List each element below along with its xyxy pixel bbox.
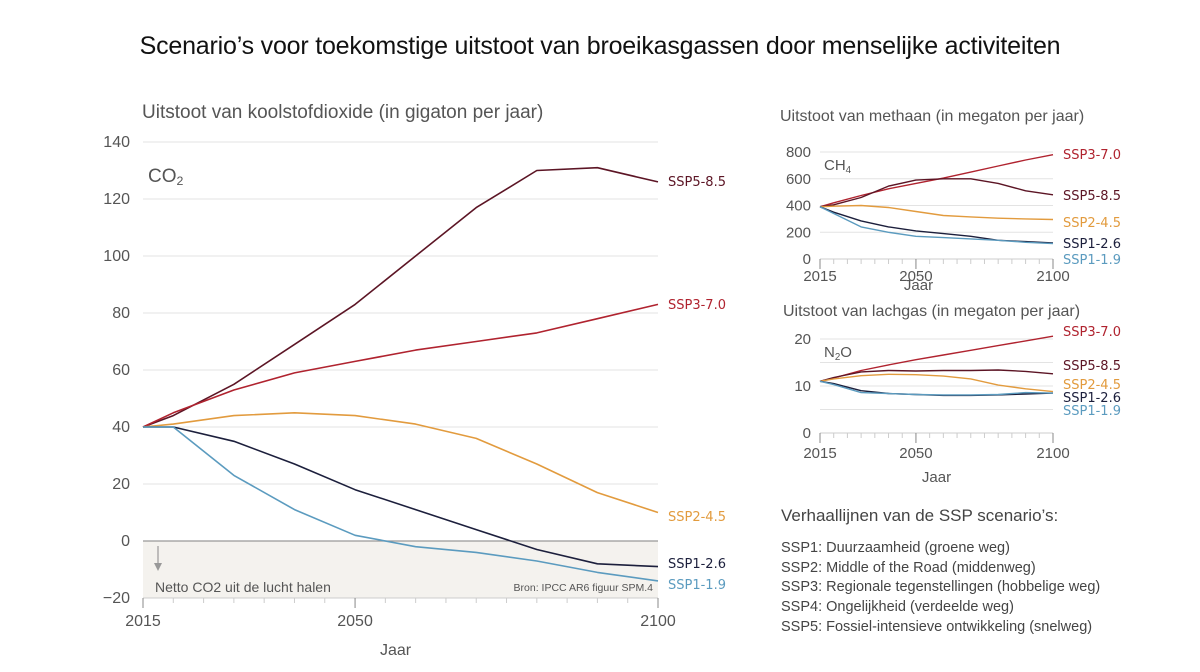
series-label-ssp1-2-6: SSP1-2.6	[1063, 391, 1121, 406]
co2-chart: Uitstoot van koolstofdioxide (in gigaton…	[103, 102, 726, 659]
x-tick-label: 2050	[337, 613, 373, 630]
y-tick-label: −20	[103, 590, 130, 607]
series-line-ssp5-8-5	[819, 178, 1054, 208]
series-line-ssp2-4-5	[819, 373, 1054, 393]
series-line-ssp2-4-5	[142, 411, 659, 514]
gas-label: CO2	[148, 166, 184, 188]
series-line-ssp3-7-0	[819, 154, 1054, 208]
y-tick-label: 800	[786, 144, 811, 161]
series-label-ssp1-1-9: SSP1-1.9	[1063, 253, 1121, 268]
y-tick-label: 0	[803, 425, 811, 442]
series-line-ssp1-2-6	[143, 426, 659, 568]
storylines-title: Verhaallijnen van de SSP scenario’s:	[781, 506, 1059, 525]
x-tick-label: 2015	[125, 613, 161, 630]
storyline-ssp3: SSP3: Regionale tegenstellingen (hobbeli…	[781, 579, 1101, 596]
y-tick-label: 20	[794, 331, 811, 348]
gas-label-subscript: 2	[835, 352, 840, 363]
x-tick-label: 2100	[1036, 268, 1069, 285]
y-tick-label: 20	[112, 476, 130, 493]
y-tick-label: 600	[786, 171, 811, 188]
ch4-chart-title: Uitstoot van methaan (in megaton per jaa…	[780, 108, 1084, 125]
y-tick-label: 60	[112, 362, 130, 379]
n2o-chart: Uitstoot van lachgas (in megaton per jaa…	[783, 303, 1121, 486]
gas-label-subscript: 2	[177, 174, 184, 188]
y-tick-label: 140	[103, 134, 130, 151]
series-label-ssp1-2-6: SSP1-2.6	[1063, 237, 1121, 252]
storyline-ssp4: SSP4: Ongelijkheid (verdeelde weg)	[781, 599, 1014, 616]
series-line-ssp3-7-0	[142, 303, 659, 428]
gas-label-subscript: 4	[846, 165, 852, 176]
y-tick-label: 10	[794, 378, 811, 395]
x-tick-label: 2015	[803, 445, 836, 462]
y-tick-label: 400	[786, 198, 811, 215]
series-label-ssp5-8-5: SSP5-8.5	[1063, 189, 1121, 204]
x-tick-label: 2050	[899, 268, 932, 285]
n2o-chart-title: Uitstoot van lachgas (in megaton per jaa…	[783, 303, 1080, 320]
x-axis-label: Jaar	[904, 277, 933, 294]
x-tick-label: 2050	[899, 445, 932, 462]
series-label-ssp3-7-0: SSP3-7.0	[1063, 325, 1121, 340]
storyline-ssp1: SSP1: Duurzaamheid (groene weg)	[781, 540, 1010, 556]
x-tick-label: 2100	[1036, 445, 1069, 462]
x-axis-label: Jaar	[380, 642, 412, 659]
storyline-ssp5: SSP5: Fossiel-intensieve ontwikkeling (s…	[781, 618, 1093, 635]
y-tick-label: 80	[112, 305, 130, 322]
y-tick-label: 0	[121, 533, 130, 550]
series-line-ssp5-8-5	[819, 369, 1054, 382]
series-line-ssp1-1-9	[143, 426, 659, 582]
series-label-ssp2-4-5: SSP2-4.5	[1063, 378, 1121, 393]
y-tick-label: 0	[803, 251, 811, 268]
series-label-ssp1-1-9: SSP1-1.9	[668, 578, 726, 593]
y-tick-label: 120	[103, 191, 130, 208]
gas-label-suffix: O	[840, 344, 852, 361]
y-tick-label: 40	[112, 419, 130, 436]
source-note: Bron: IPCC AR6 figuur SPM.4	[514, 582, 654, 594]
x-tick-label: 2100	[640, 613, 676, 630]
series-label-ssp2-4-5: SSP2-4.5	[668, 510, 726, 525]
negative-zone-label: Netto CO2 uit de lucht halen	[155, 579, 331, 595]
series-label-ssp3-7-0: SSP3-7.0	[1063, 148, 1121, 163]
co2-chart-title: Uitstoot van koolstofdioxide (in gigaton…	[142, 102, 543, 123]
series-label-ssp5-8-5: SSP5-8.5	[1063, 359, 1121, 374]
x-tick-label: 2015	[803, 268, 836, 285]
series-line-ssp3-7-0	[819, 335, 1054, 382]
series-label-ssp1-2-6: SSP1-2.6	[668, 557, 726, 572]
negative-emissions-zone	[143, 541, 658, 598]
series-label-ssp5-8-5: SSP5-8.5	[668, 175, 726, 190]
storylines-panel: Verhaallijnen van de SSP scenario’s: SSP…	[781, 506, 1100, 638]
y-tick-label: 200	[786, 224, 811, 241]
series-label-ssp3-7-0: SSP3-7.0	[668, 298, 726, 313]
series-label-ssp2-4-5: SSP2-4.5	[1063, 216, 1121, 231]
down-arrow-icon	[154, 563, 162, 571]
gas-label: CH4	[824, 157, 852, 176]
series-line-ssp1-1-9	[819, 380, 1054, 396]
series-line-ssp5-8-5	[142, 166, 659, 428]
x-axis-label: Jaar	[922, 469, 951, 486]
series-label-ssp1-1-9: SSP1-1.9	[1063, 404, 1121, 419]
gas-label: N2O	[824, 344, 852, 363]
ch4-chart: Uitstoot van methaan (in megaton per jaa…	[780, 108, 1121, 294]
series-line-ssp1-1-9	[819, 206, 1054, 245]
page-title: Scenario’s voor toekomstige uitstoot van…	[139, 32, 1061, 60]
y-tick-label: 100	[103, 248, 130, 265]
series-line-ssp2-4-5	[819, 204, 1054, 221]
storyline-ssp2: SSP2: Middle of the Road (middenweg)	[781, 559, 1036, 576]
